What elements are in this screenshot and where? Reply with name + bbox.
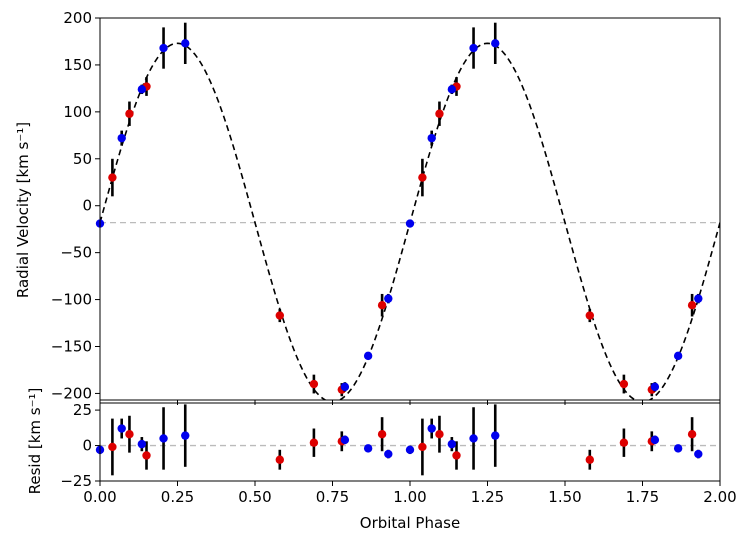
rv-data-point bbox=[275, 311, 284, 320]
rv-y-tick-label: 0 bbox=[82, 197, 92, 215]
rv-y-tick-label: −150 bbox=[51, 338, 92, 356]
resid-y-tick-label: 0 bbox=[82, 437, 92, 455]
rv-data-point bbox=[309, 379, 319, 389]
radial-velocity-panel: 200 150 100 50 0 −50 −100 −150 −200 bbox=[51, 9, 721, 405]
resid-data-point bbox=[585, 455, 594, 464]
resid-y-tick-label: 25 bbox=[73, 401, 92, 419]
resid-data-point bbox=[447, 439, 457, 449]
x-tick-label: 1.75 bbox=[626, 488, 659, 506]
rv-data-point bbox=[585, 311, 594, 320]
rv-data-point bbox=[694, 294, 703, 303]
resid-data-point bbox=[108, 442, 117, 452]
rv-y-tick-label: −100 bbox=[51, 291, 92, 309]
rv-y-tick-label: 150 bbox=[63, 56, 92, 74]
rv-y-tick-label: −200 bbox=[51, 384, 92, 402]
rv-data-point bbox=[137, 85, 147, 94]
rv-data-point bbox=[108, 173, 117, 182]
rv-data-point bbox=[447, 85, 457, 94]
rv-data-point bbox=[363, 351, 373, 361]
resid-data-point bbox=[340, 435, 350, 445]
rv-data-point bbox=[650, 382, 660, 392]
resid-data-point bbox=[309, 438, 319, 447]
rv-data-point bbox=[469, 43, 478, 53]
resid-data-point bbox=[275, 455, 284, 464]
rv-data-point bbox=[159, 43, 168, 53]
resid-data-point bbox=[117, 424, 126, 433]
rv-data-point bbox=[418, 173, 427, 182]
rv-data-point bbox=[491, 39, 500, 48]
resid-data-point bbox=[405, 445, 415, 454]
radial-velocity-axis-label: Radial Velocity [km s⁻¹] bbox=[14, 122, 32, 298]
resid-data-point bbox=[181, 431, 190, 440]
x-tick-label: 0.00 bbox=[83, 488, 116, 506]
rv-series-1 bbox=[95, 22, 703, 392]
rv-data-point bbox=[377, 301, 387, 310]
resid-data-point bbox=[619, 438, 629, 447]
rv-y-tick-label: 100 bbox=[63, 103, 92, 121]
x-tick-label: 0.50 bbox=[238, 488, 271, 506]
residual-panel: 25 0 −250.00 0.25 0.50 0.75 1.00 1.25 1.50 1.75 2.… bbox=[60, 401, 736, 506]
x-tick-label: 1.25 bbox=[471, 488, 504, 506]
resid-data-point bbox=[137, 439, 147, 449]
resid-y-tick-label: −25 bbox=[60, 472, 92, 490]
resid-data-point bbox=[377, 430, 387, 439]
rv-data-point bbox=[181, 39, 190, 48]
resid-data-point bbox=[687, 430, 697, 439]
rv-y-tick-label: −50 bbox=[60, 244, 92, 262]
resid-series-1 bbox=[95, 404, 703, 470]
rv-axes-frame bbox=[99, 17, 721, 401]
resid-data-point bbox=[469, 434, 478, 443]
x-tick-label: 2.00 bbox=[703, 488, 736, 506]
rv-data-point bbox=[340, 382, 350, 392]
rv-data-point bbox=[405, 219, 415, 228]
resid-data-point bbox=[673, 444, 683, 453]
rv-data-point bbox=[125, 109, 134, 118]
rv-data-point bbox=[117, 133, 126, 143]
resid-data-point bbox=[142, 451, 151, 460]
rv-data-point bbox=[673, 351, 683, 361]
rv-data-point bbox=[687, 301, 697, 310]
x-tick-label: 0.25 bbox=[161, 488, 194, 506]
x-tick-label: 0.75 bbox=[316, 488, 349, 506]
resid-data-point bbox=[384, 449, 393, 459]
resid-series-0 bbox=[108, 415, 697, 476]
rv-series-0 bbox=[108, 77, 697, 397]
x-tick-label: 1.00 bbox=[393, 488, 426, 506]
rv-data-point bbox=[435, 109, 444, 118]
x-tick-label: 1.50 bbox=[548, 488, 581, 506]
resid-data-point bbox=[125, 430, 134, 439]
resid-data-point bbox=[491, 431, 500, 440]
rv-data-point bbox=[427, 133, 436, 143]
resid-data-point bbox=[650, 435, 660, 445]
resid-data-point bbox=[694, 449, 703, 459]
resid-data-point bbox=[452, 451, 461, 460]
resid-data-point bbox=[159, 434, 168, 443]
rv-y-tick-label: 50 bbox=[73, 150, 92, 168]
rv-y-tick-label: 200 bbox=[63, 9, 92, 27]
orbital-phase-axis-label: Orbital Phase bbox=[360, 514, 460, 532]
rv-data-point bbox=[619, 379, 629, 389]
rv-data-point bbox=[384, 294, 393, 303]
resid-data-point bbox=[435, 430, 444, 439]
resid-data-point bbox=[418, 442, 427, 452]
residual-axis-label: Resid [km s⁻¹] bbox=[26, 388, 44, 495]
resid-data-point bbox=[427, 424, 436, 433]
resid-data-point bbox=[363, 444, 373, 453]
